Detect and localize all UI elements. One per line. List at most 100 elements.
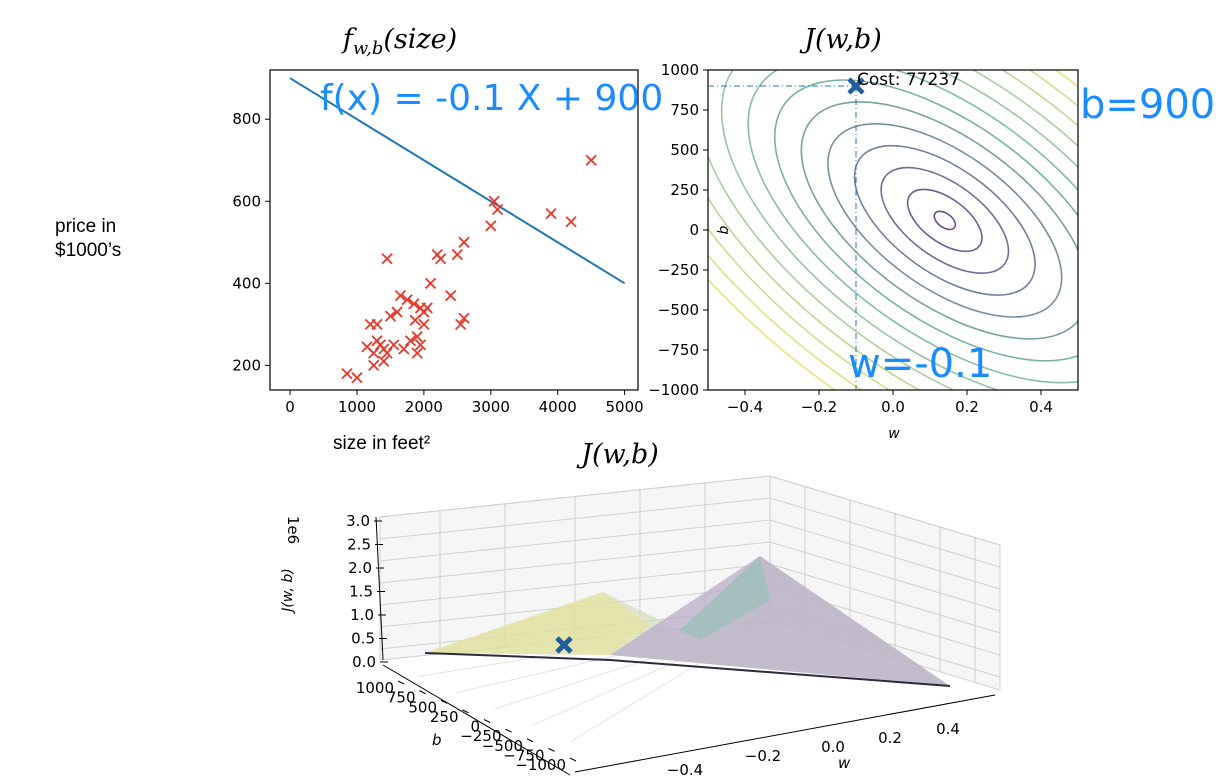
x-tick-label: 0.2 (955, 398, 979, 416)
b-axis (382, 664, 571, 776)
data-point-stroke (545, 207, 557, 220)
data-point-stroke (455, 318, 467, 330)
title-argument: (size) (383, 24, 457, 55)
contour-level (880, 166, 1010, 275)
z-tick-label: 2.5 (347, 536, 371, 554)
b-axis-label: b (432, 731, 442, 749)
data-point (485, 220, 497, 232)
w-tick-label: 0.0 (821, 738, 845, 756)
contour-level (853, 144, 1036, 296)
x-tick-label: −0.4 (727, 398, 763, 416)
handwritten-b-annotation: b=900 (1080, 82, 1215, 128)
b-tick (569, 757, 577, 762)
b-tick (462, 709, 469, 714)
data-point (371, 318, 383, 330)
data-point (451, 248, 463, 261)
b-tick (526, 738, 534, 743)
y-tick-label: −250 (658, 261, 699, 279)
data-point (458, 312, 470, 324)
z-tick-label: 1.5 (349, 583, 373, 601)
data-point-stroke (381, 253, 393, 265)
y-tick-label: 500 (670, 141, 699, 159)
x-tick-label: 5000 (606, 398, 644, 416)
z-tick-label: 0.0 (352, 653, 376, 671)
z-axis-label: J(w, b) (280, 568, 296, 614)
w-tick-label: −0.2 (745, 747, 781, 765)
contour-level (747, 70, 1078, 384)
grid-line (379, 519, 1001, 590)
data-point-stroke (451, 248, 463, 261)
b-tick (419, 690, 426, 695)
b-tick-label: 500 (408, 698, 437, 716)
data-point-stroke (488, 195, 500, 207)
z-tick-label: 1.0 (350, 606, 374, 624)
scatter-chart-title: fw,b(size) (341, 24, 457, 59)
data-point (545, 207, 557, 220)
x-tick-label: 0.0 (881, 398, 905, 416)
b-tick-label: 0 (470, 718, 480, 736)
data-point-stroke (491, 203, 504, 216)
b-tick (505, 728, 512, 733)
price-axis-label: price in $1000’s (55, 215, 121, 263)
scatter-plot-area: 0 1000 2000 3000 4000 5000 200 400 600 800 f(x) = … (232, 77, 663, 416)
data-point (585, 154, 597, 166)
grid-line (379, 475, 1001, 546)
contour-level (800, 101, 1078, 340)
data-point-stroke (408, 298, 420, 310)
data-point-stroke (421, 302, 433, 314)
data-point (351, 372, 363, 384)
data-point (368, 359, 380, 372)
x-tick-label: 2000 (405, 398, 443, 416)
contour-level (708, 70, 1078, 390)
contour-level (827, 123, 1063, 318)
data-point-stroke (381, 347, 393, 359)
b-tick-label: −250 (460, 727, 501, 745)
surface-marker (555, 636, 573, 654)
w-tick-label: 0.2 (878, 729, 902, 747)
data-point (394, 290, 407, 302)
data-point-stroke (424, 277, 437, 289)
b-tick-label: −500 (482, 737, 523, 755)
w-tick-label: −0.4 (667, 761, 703, 779)
title-subscript: w,b (353, 38, 384, 59)
data-point (565, 216, 577, 228)
data-point-stroke (368, 347, 380, 359)
grid-line (379, 541, 1001, 612)
contour-plot-area: −0.4 −0.2 0.0 0.2 0.4 1000 750 500 250 0 −250 −500 −… (648, 61, 1215, 442)
y-tick-label: 250 (670, 181, 699, 199)
y-tick-label: 750 (670, 101, 699, 119)
data-point (411, 347, 423, 359)
data-point (424, 277, 437, 289)
scatter-plot-frame (269, 69, 639, 391)
y-tick-label: 200 (232, 356, 261, 374)
b-tick-label: 250 (430, 708, 459, 726)
data-point (388, 339, 400, 351)
cost-marker-stroke (847, 77, 865, 95)
data-point (414, 339, 427, 351)
y-tick-label: 800 (232, 110, 261, 128)
handwritten-equation: f(x) = -0.1 X + 900 (320, 78, 663, 119)
b-tick-label: 750 (387, 689, 416, 707)
data-point-stroke (434, 253, 447, 265)
surface-right-peak (610, 556, 950, 686)
b-tick (440, 699, 448, 704)
x-tick-label: 0.4 (1029, 398, 1053, 416)
contour-level (708, 70, 1078, 390)
data-point-stroke (411, 347, 423, 359)
surface-chart-title: J(w,b) (576, 439, 659, 470)
data-point-stroke (565, 216, 577, 228)
data-point (398, 343, 410, 355)
x-axis-label: w (888, 426, 900, 442)
data-point-stroke (361, 341, 373, 353)
data-point (404, 335, 417, 347)
data-point-stroke (401, 294, 413, 306)
data-point-stroke (394, 290, 407, 302)
b-tick-label: −750 (503, 746, 544, 764)
data-point-stroke (445, 290, 457, 302)
contour-level (708, 70, 1078, 390)
data-point-stroke (458, 312, 470, 324)
contour-level (708, 70, 1078, 390)
data-point-stroke (388, 339, 400, 351)
data-point (445, 290, 457, 302)
x-tick-label: 3000 (472, 398, 510, 416)
